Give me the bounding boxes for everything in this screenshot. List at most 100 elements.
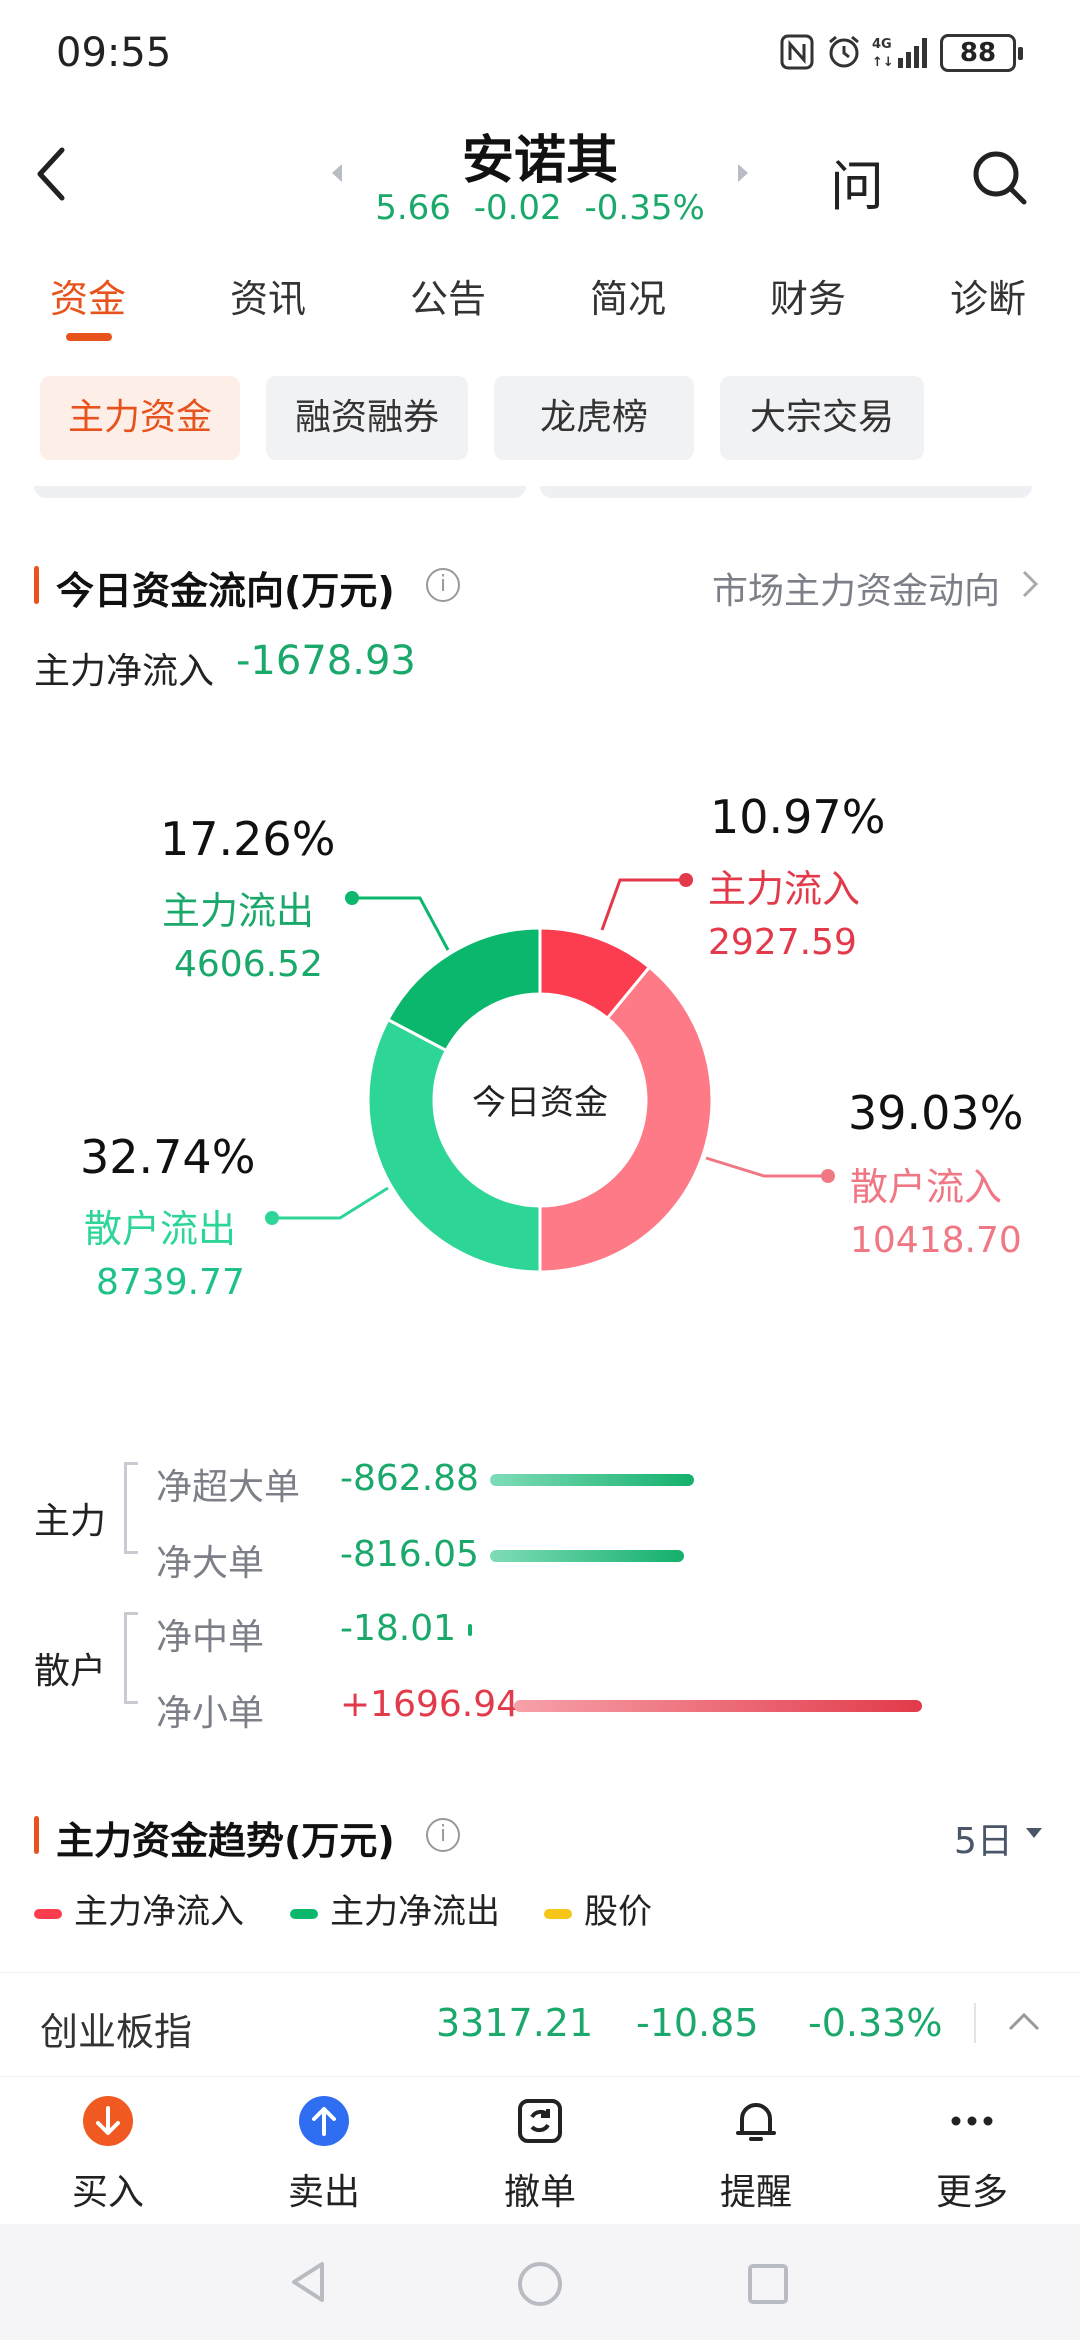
tab-finance[interactable]: 财务: [770, 277, 847, 321]
sell-button[interactable]: 卖出: [244, 2095, 404, 2215]
nav-recents-icon[interactable]: [746, 2262, 790, 2306]
more-icon: [951, 2116, 993, 2126]
row-small-value: +1696.94: [340, 1684, 520, 1725]
row-medium-value: -18.01: [340, 1608, 457, 1649]
system-nav-bar: [0, 2224, 1080, 2340]
bar-super-large: [490, 1474, 694, 1486]
row-super-large-label: 净超大单: [156, 1467, 301, 1508]
chevron-up-icon[interactable]: [1006, 2009, 1042, 2033]
tab-indicator: [66, 333, 112, 341]
divider: [974, 2003, 976, 2043]
row-super-large-value: -862.88: [340, 1458, 479, 1499]
index-value: 3317.21: [436, 2001, 594, 2045]
donut-center-label: 今日资金: [472, 1083, 608, 1123]
tab-diagnosis[interactable]: 诊断: [950, 277, 1027, 321]
leader-retail-inflow: [705, 1156, 828, 1178]
cancel-order-label: 撤单: [503, 2172, 576, 2213]
svg-text:↑↓: ↑↓: [872, 55, 894, 70]
more-button[interactable]: 更多: [892, 2095, 1052, 2215]
info-icon[interactable]: i: [426, 568, 460, 602]
net-inflow-value: -1678.93: [236, 638, 416, 684]
tab-fund[interactable]: 资金: [50, 277, 127, 321]
subtab-margin[interactable]: 融资融券: [266, 376, 468, 460]
row-medium-label: 净中单: [156, 1617, 265, 1658]
index-change: -10.85: [636, 2001, 759, 2045]
leader-dot-retail-inflow: [821, 1169, 835, 1183]
buy-button[interactable]: 买入: [28, 2095, 188, 2215]
market-flow-link[interactable]: 市场主力资金动向: [712, 571, 1001, 612]
legend-outflow: 主力净流出: [330, 1892, 500, 1932]
back-icon[interactable]: [34, 146, 68, 202]
legend-price: 股价: [584, 1892, 652, 1932]
main-outflow-pct: 17.26%: [160, 812, 336, 866]
nfc-icon: [780, 34, 814, 70]
more-label: 更多: [935, 2172, 1008, 2213]
subtab-block-trade[interactable]: 大宗交易: [720, 376, 924, 460]
stock-price: 5.66: [375, 188, 451, 228]
signal-icon: 4G ↑↓: [872, 37, 927, 70]
nav-home-icon[interactable]: [516, 2260, 564, 2308]
subtab-main-fund[interactable]: 主力资金: [40, 376, 240, 460]
caret-down-icon[interactable]: [1024, 1826, 1044, 1840]
alarm-icon: [829, 35, 859, 68]
main-outflow-label: 主力流出: [162, 889, 315, 933]
tab-profile[interactable]: 简况: [590, 277, 667, 321]
fund-donut-chart: 今日资金: [265, 873, 835, 1274]
row-large-value: -816.05: [340, 1534, 479, 1575]
index-change-pct: -0.33%: [808, 2001, 943, 2045]
subtab-dragon-tiger[interactable]: 龙虎榜: [494, 376, 694, 460]
stock-change-pct: -0.35%: [584, 188, 705, 228]
donut-slice-main-outflow: [385, 926, 542, 1053]
alert-label: 提醒: [719, 2172, 792, 2213]
retail-inflow-value: 10418.70: [850, 1220, 1022, 1261]
legend-swatch-inflow: [34, 1909, 62, 1919]
net-inflow-label: 主力净流入: [34, 651, 215, 692]
sell-icon: [299, 2096, 349, 2146]
donut-slice-retail-inflow: [538, 965, 714, 1274]
status-bar: 09:55 4G ↑↓ 88: [0, 0, 1080, 110]
info-icon[interactable]: i: [426, 1818, 460, 1852]
bottom-action-bar: 买入 卖出 撤单 提醒 更多: [0, 2076, 1080, 2224]
trend-section-title: 主力资金趋势(万元): [56, 1819, 395, 1863]
svg-text:4G: 4G: [872, 37, 892, 52]
bell-icon: [736, 2103, 776, 2141]
search-icon[interactable]: [970, 148, 1030, 208]
tab-announcement[interactable]: 公告: [410, 277, 487, 321]
card-edge-right: [540, 486, 1032, 498]
main-inflow-pct: 10.97%: [710, 790, 886, 844]
group-main-label: 主力: [34, 1501, 107, 1542]
main-outflow-value: 4606.52: [174, 944, 323, 985]
leader-main-inflow: [600, 878, 686, 931]
bar-medium: [468, 1624, 472, 1636]
donut-slice-retail-outflow: [366, 1017, 542, 1274]
period-selector[interactable]: 5日: [954, 1821, 1013, 1862]
nav-back-icon[interactable]: [288, 2260, 328, 2304]
ask-button[interactable]: 问: [830, 155, 884, 218]
buy-label: 买入: [71, 2172, 144, 2213]
section-marker: [34, 1816, 39, 1854]
retail-outflow-pct: 32.74%: [80, 1130, 256, 1184]
alert-button[interactable]: 提醒: [676, 2095, 836, 2215]
index-ticker-bar[interactable]: 创业板指 3317.21 -10.85 -0.33%: [0, 1972, 1080, 2076]
legend-swatch-outflow: [290, 1909, 318, 1919]
chevron-right-icon[interactable]: [1020, 568, 1040, 600]
bar-small: [514, 1700, 922, 1712]
section-marker: [34, 566, 39, 604]
main-inflow-label: 主力流入: [708, 867, 861, 911]
leader-dot-main-inflow: [679, 873, 693, 887]
prev-stock-icon[interactable]: [330, 162, 344, 184]
retail-outflow-value: 8739.77: [96, 1262, 245, 1303]
tab-news[interactable]: 资讯: [230, 277, 307, 321]
legend-inflow: 主力净流入: [74, 1892, 244, 1932]
next-stock-icon[interactable]: [736, 162, 750, 184]
leader-retail-outflow: [272, 1186, 389, 1220]
battery-indicator: 88: [940, 34, 1023, 72]
bar-large: [490, 1550, 684, 1562]
card-edge-left: [34, 486, 526, 498]
retail-inflow-pct: 39.03%: [848, 1086, 1024, 1140]
stock-header: 安诺其 5.66 -0.02 -0.35% 问: [0, 110, 1080, 250]
cancel-order-button[interactable]: 撤单: [460, 2095, 620, 2215]
retail-outflow-label: 散户流出: [84, 1207, 237, 1251]
status-time: 09:55: [56, 30, 172, 76]
stock-quote: 5.66 -0.02 -0.35%: [0, 188, 1080, 228]
